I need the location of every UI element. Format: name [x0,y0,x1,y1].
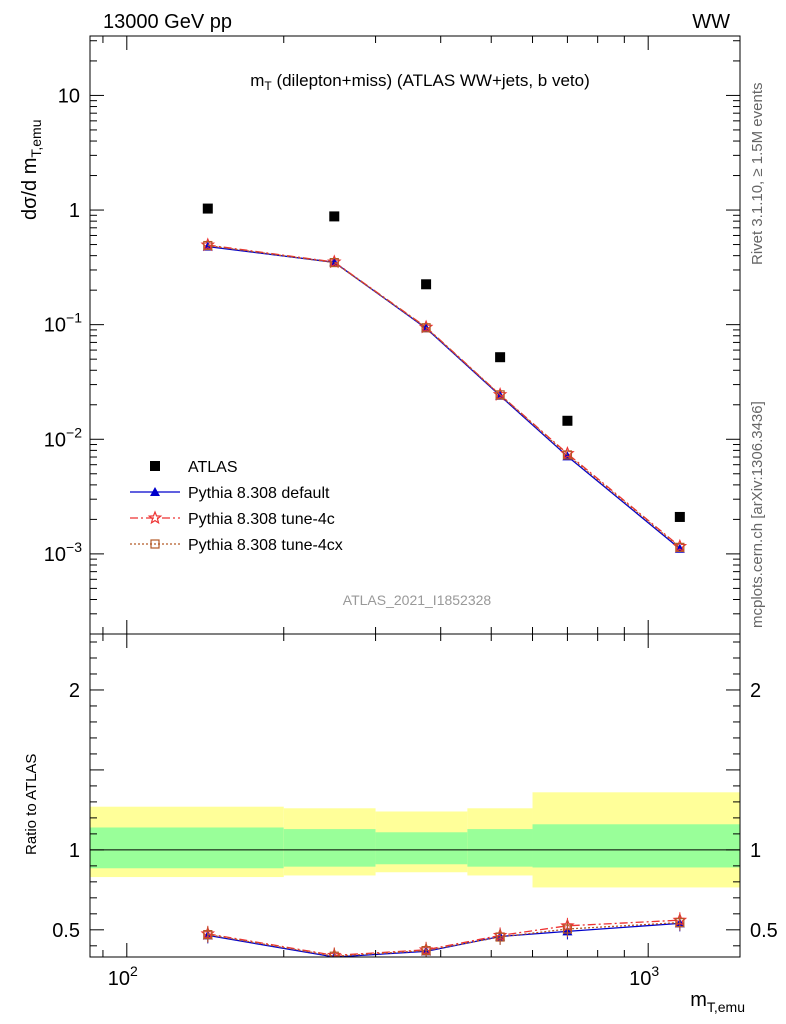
ratio-ytick-label-left-1: 1 [69,840,80,862]
xlabel-m: m [690,989,707,1011]
watermark: ATLAS_2021_I1852328 [343,592,492,608]
stat-band-1 [283,829,376,867]
legend-label-0: ATLAS [188,459,238,476]
main-series-2-point-1 [329,257,339,268]
stat-band-0 [90,827,284,869]
main-series-2-point-4 [562,450,573,460]
stat-band-4 [532,824,740,868]
ratio-xlabel: mT,emu [690,989,745,1015]
process-label: WW [692,11,730,33]
legend-label-2: Pythia 8.308 tune-4c [188,511,335,528]
main-series-2-point-2 [421,323,431,333]
main-series-2-point-0 [203,240,213,251]
data-point-5 [674,511,685,522]
ratio-clipped [90,792,740,957]
title-sub: T [264,79,272,93]
main-series-2-point-5 [675,542,685,552]
ratio-series-2-point-0 [203,930,213,940]
ratio-series-line-2 [207,921,680,957]
ratio-series-2-point-5 [675,918,685,928]
main-axis-ticks: 10 1 10−1 10−2 10−3 [44,36,740,635]
rivet-label: Rivet 3.1.10, ≥ 1.5M events [749,83,766,266]
main-series-line-2 [207,244,681,548]
legend-marker-0 [150,461,160,471]
ratio-panel: 0.5 0.5 1 1 2 2 102 103 Ratio to ATLAS mT,emu [23,633,778,1015]
ratio-series-2-point-4 [562,924,573,934]
ratio-plot-content [90,792,740,957]
ratio-ylabel: Ratio to ATLAS [23,754,40,855]
ratio-series-2-point-1 [329,951,339,957]
data-point-0 [202,203,213,214]
legend-label-1: Pythia 8.308 default [188,485,330,502]
ratio-frame [89,633,741,958]
data-point-3 [495,352,506,363]
data-point-2 [421,279,432,290]
ratio-axis-ticks: 0.5 0.5 1 1 2 2 102 103 [52,634,778,990]
main-series-2-point-3 [495,390,505,400]
ylabel-sub: T,emu [28,120,44,158]
main-series-line-0 [207,245,681,550]
legend-marker-2 [147,510,163,525]
main-ylabel: dσ/d mT,emu [19,120,44,221]
title-m: m [250,71,264,90]
mcplots-label: mcplots.cern.ch [arXiv:1306.3436] [749,401,766,628]
ratio-xtick-label-1: 103 [629,963,659,990]
main-ytick-label-4: 10−3 [44,539,82,566]
title-rest: (dilepton+miss) (ATLAS WW+jets, b veto) [272,71,590,90]
ratio-ytick-label-right-1: 1 [750,840,761,862]
main-title: mT (dilepton+miss) (ATLAS WW+jets, b vet… [250,71,590,93]
ratio-ytick-label-right-2: 2 [750,680,761,702]
ratio-series-2-point-3 [495,932,505,942]
ratio-xtick-label-0: 102 [108,963,138,990]
main-ytick-label-0: 10 [58,85,80,107]
legend-marker-3 [150,539,160,549]
ratio-series-2-point-2 [421,946,431,956]
main-plot-content [200,203,688,553]
legend: ATLAS Pythia 8.308 default Pythia 8.308 tu… [130,459,343,554]
main-panel: 10 1 10−1 10−2 10−3 mT (dilepton+miss) (ATLA… [19,35,741,635]
ylabel-main: dσ/d m [19,158,41,220]
data-point-4 [562,415,573,426]
main-ytick-label-1: 1 [69,200,80,222]
energy-label: 13000 GeV pp [103,11,232,33]
legend-label-3: Pythia 8.308 tune-4cx [188,537,343,554]
main-ytick-label-2: 10−1 [44,310,82,337]
ratio-ytick-label-left-2: 2 [69,680,80,702]
stat-band-3 [467,829,533,867]
stat-band-2 [375,832,468,865]
main-ytick-label-3: 10−2 [44,424,82,451]
ratio-ytick-label-left-0: 0.5 [52,920,80,942]
legend-marker-1 [150,487,160,496]
xlabel-sub: T,emu [707,999,745,1015]
data-point-1 [329,211,340,222]
ratio-ytick-label-right-0: 0.5 [750,920,778,942]
ratio-series-line-1 [207,919,680,957]
ratio-series-line-0 [207,922,680,957]
